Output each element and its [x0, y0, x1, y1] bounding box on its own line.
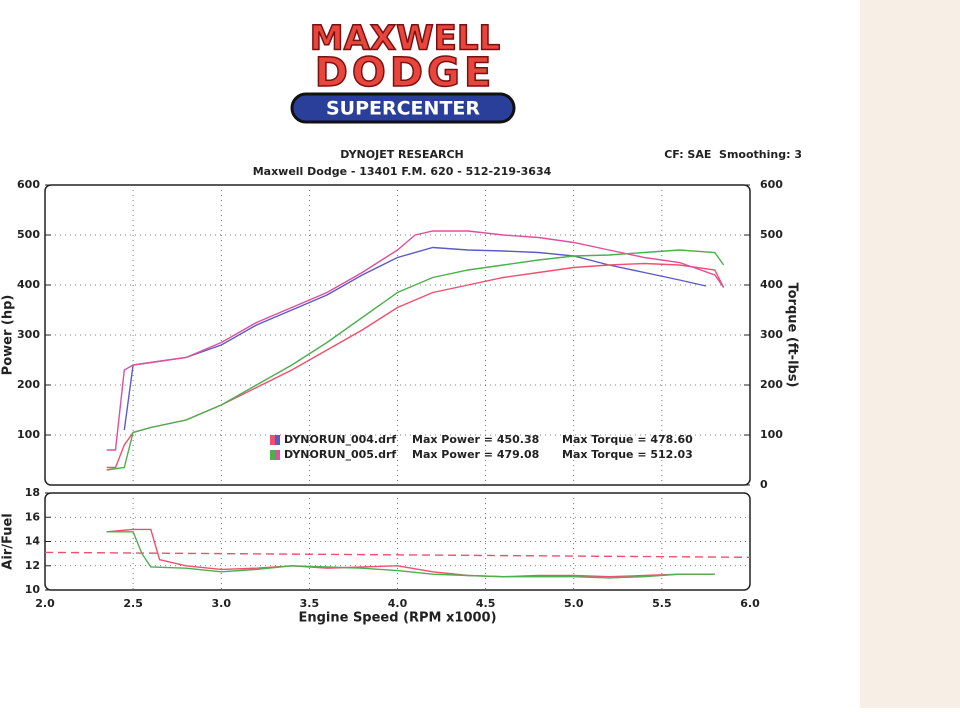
- series-line: [106, 230, 725, 451]
- x-tick-label: 5.0: [564, 597, 584, 610]
- legend-torque: Max Torque = 478.60: [562, 433, 693, 446]
- y-tick-label: 400: [17, 278, 40, 291]
- x-tick-label: 5.5: [652, 597, 672, 610]
- y2-tick-label: 400: [760, 278, 783, 291]
- y-tick-label: 12: [25, 559, 40, 572]
- x-axis-label: Engine Speed (RPM x1000): [298, 611, 496, 626]
- x-tick-label: 2.0: [35, 597, 55, 610]
- legend-swatch: [270, 435, 275, 445]
- header-address: Maxwell Dodge - 13401 F.M. 620 - 512-219…: [253, 165, 552, 178]
- logo-line1: MAXWELL: [310, 19, 500, 59]
- logo-line3: SUPERCENTER: [326, 98, 480, 120]
- x-tick-label: 4.0: [388, 597, 408, 610]
- y-axis-label: Air/Fuel: [1, 513, 16, 569]
- series-line: [106, 528, 715, 578]
- y-tick-label: 100: [17, 428, 40, 441]
- y-tick-label: 18: [25, 486, 40, 499]
- legend-swatch: [270, 450, 275, 460]
- y2-tick-label: 100: [760, 428, 783, 441]
- y2-tick-label: 500: [760, 228, 783, 241]
- x-tick-label: 6.0: [740, 597, 760, 610]
- y2-tick-label: 0: [760, 478, 768, 491]
- legend-name: DYNORUN_005.drf: [284, 448, 396, 461]
- logo-line2: DODGE: [315, 50, 496, 96]
- logo-oval: [290, 92, 516, 124]
- legend-swatch: [275, 435, 280, 445]
- legend-power: Max Power = 479.08: [412, 448, 539, 461]
- y-tick-label: 10: [25, 583, 41, 596]
- x-tick-label: 3.0: [212, 597, 232, 610]
- y-tick-label: 500: [17, 228, 40, 241]
- legend-torque: Max Torque = 512.03: [562, 448, 693, 461]
- series-line: [106, 531, 715, 579]
- y-tick-label: 200: [17, 378, 40, 391]
- y-tick-label: 600: [17, 178, 40, 191]
- header-title: DYNOJET RESEARCH: [340, 148, 463, 161]
- series-line: [123, 246, 707, 431]
- series-line: [44, 551, 751, 558]
- scan-edge: [860, 0, 960, 708]
- x-tick-label: 3.5: [300, 597, 320, 610]
- y-tick-label: 14: [25, 535, 41, 548]
- x-tick-label: 4.5: [476, 597, 496, 610]
- header-settings: CF: SAE Smoothing: 3: [664, 148, 802, 161]
- y-axis-label: Power (hp): [1, 295, 16, 376]
- y-tick-label: 300: [17, 328, 40, 341]
- legend-power: Max Power = 450.38: [412, 433, 539, 446]
- legend-name: DYNORUN_004.drf: [284, 433, 396, 446]
- y2-tick-label: 300: [760, 328, 783, 341]
- y-tick-label: 16: [25, 510, 41, 523]
- y2-axis-label: Torque (ft-lbs): [785, 282, 800, 387]
- legend-swatch: [275, 450, 280, 460]
- y2-tick-label: 600: [760, 178, 783, 191]
- x-tick-label: 2.5: [123, 597, 143, 610]
- series-line: [106, 249, 725, 471]
- y2-tick-label: 200: [760, 378, 783, 391]
